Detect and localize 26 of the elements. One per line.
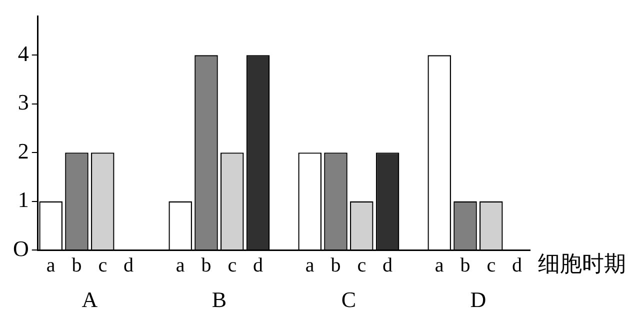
x-tick-label: b [72,254,82,276]
text: D [470,286,486,312]
x-tick-label: a [305,254,314,276]
x-tick-label: d [124,254,134,276]
x-tick-label: c [357,254,366,276]
y-tick-label: 2 [18,138,29,164]
text: A [82,286,98,312]
x-tick-label: a [434,254,444,276]
x-tick-label: a [46,254,56,276]
x-tick-label: c [228,254,237,276]
x-tick-label: b [201,254,212,276]
x-tick-label: d [382,254,393,276]
text: C [341,286,356,312]
x-axis-title: 细胞时期 [538,250,626,276]
x-tick-label: c [98,254,108,276]
text: B [212,286,227,312]
y-tick-label: 1 [18,187,29,212]
x-tick-label: b [330,254,341,276]
x-tick-label: c [486,254,496,276]
y-tick-label: 3 [18,90,29,115]
x-tick-label: d [512,254,522,276]
y-tick-label: O [12,236,29,261]
y-tick-label: 4 [18,40,29,66]
x-tick-label: d [253,254,264,276]
x-tick-label: b [460,254,470,276]
x-tick-label: a [176,254,185,276]
